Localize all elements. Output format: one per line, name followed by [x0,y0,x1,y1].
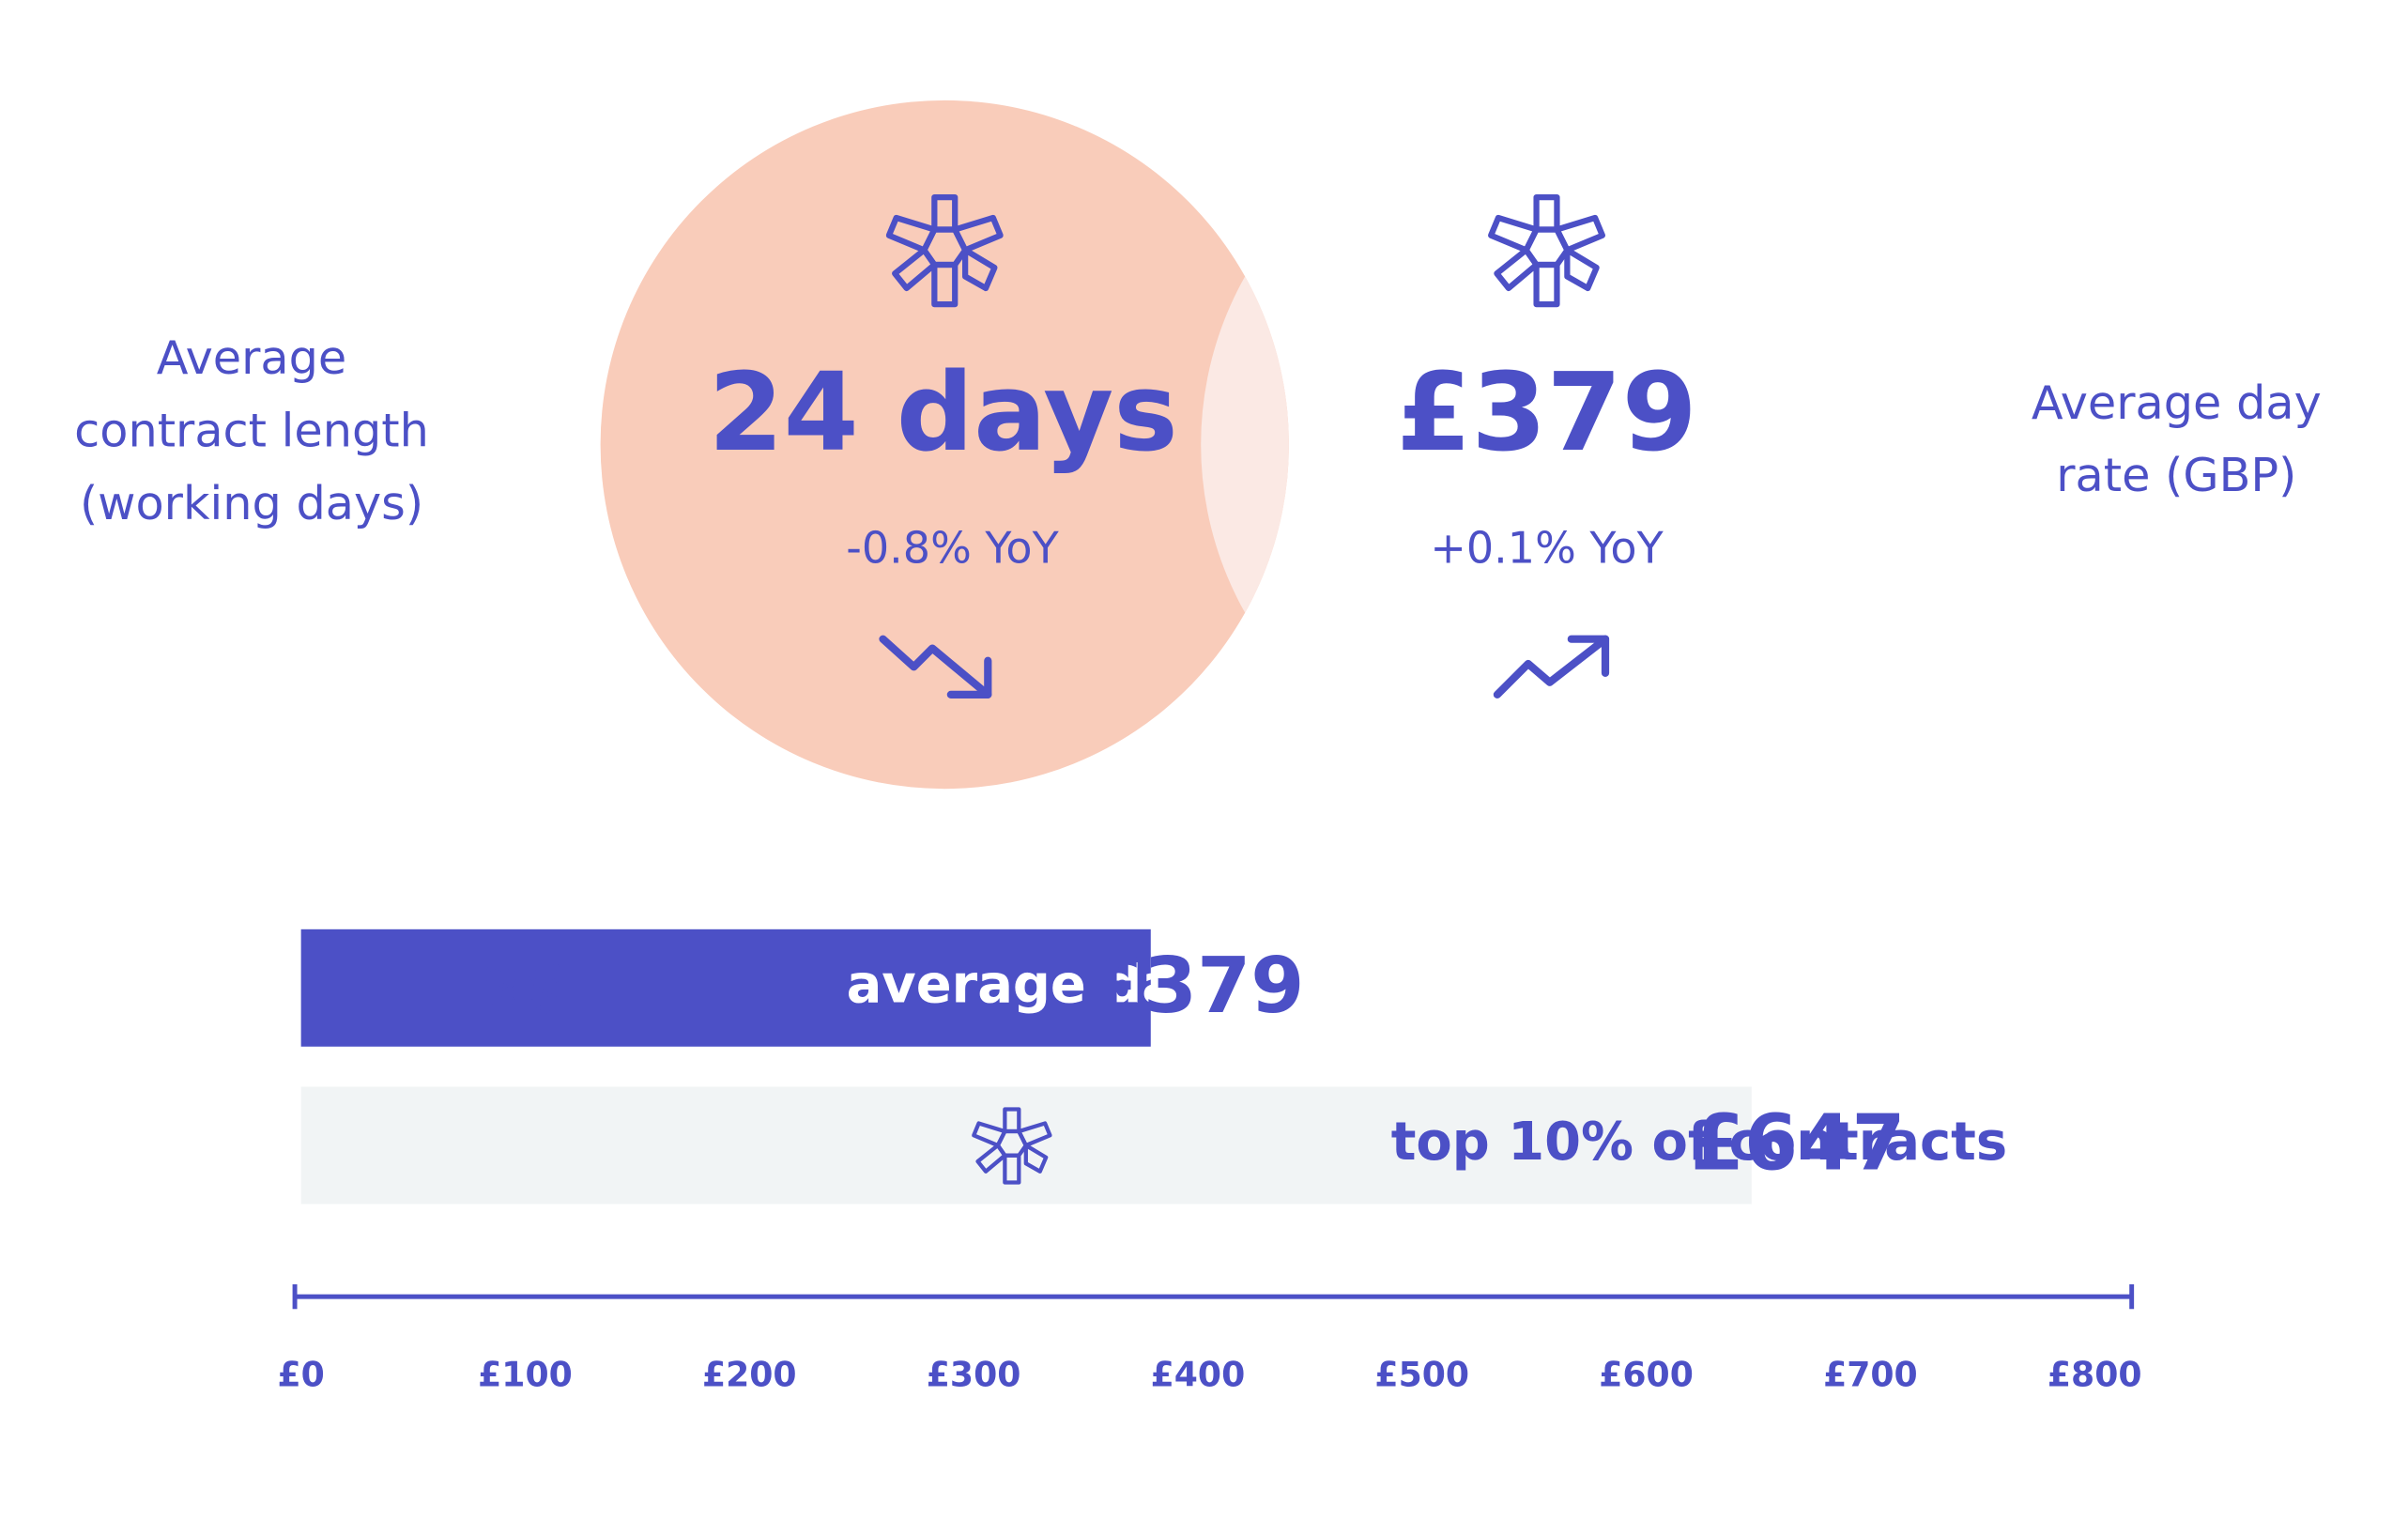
trend-down-icon [879,635,992,699]
x-tick-label: £500 [1374,1355,1469,1395]
stat-label: Average day [2032,376,2322,430]
stat-label: rate (GBP) [2056,448,2296,502]
x-tick-label: £0 [277,1355,324,1395]
stat-label: contract length [74,404,429,458]
x-tick-label: £600 [1599,1355,1694,1395]
stat-value: £379 [1396,350,1696,476]
value-label: £647 [1691,1099,1906,1189]
bar-label: top 10% of contracts [1391,1112,2007,1173]
trend-up-icon [1493,635,1610,699]
x-tick-label: £300 [927,1355,1021,1395]
brand-icon [1491,197,1603,304]
x-tick-label: £100 [478,1355,573,1395]
x-axis [292,1283,2135,1310]
stat-label: Average [157,330,347,385]
stat-change: -0.8% YoY [846,522,1059,573]
highlight-circle [600,100,1289,790]
x-tick-label: £200 [702,1355,797,1395]
stat-label: (working days) [80,476,423,530]
bar [300,929,1151,1047]
stat-change: +0.1% YoY [1430,522,1664,573]
value-label: £379 [1090,942,1305,1031]
x-tick-label: £400 [1151,1355,1246,1395]
x-tick-label: £800 [2048,1355,2142,1395]
bar-label: average day rate [847,954,1351,1015]
x-tick-label: £700 [1823,1355,1918,1395]
stat-value: 24 days [709,350,1178,476]
